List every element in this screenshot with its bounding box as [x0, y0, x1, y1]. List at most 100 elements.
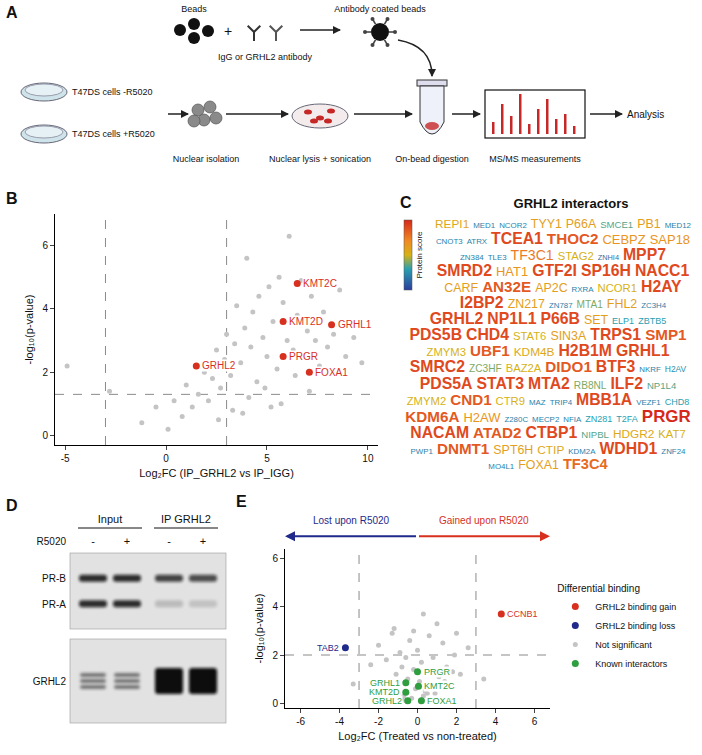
svg-text:RB8NL: RB8NL [574, 380, 607, 391]
svg-text:KDM6A: KDM6A [405, 408, 459, 425]
svg-text:0: 0 [42, 430, 48, 441]
svg-text:SP16H: SP16H [581, 262, 631, 279]
svg-text:T47DS cells -R5020: T47DS cells -R5020 [72, 87, 153, 97]
svg-text:-log₁₀(p-value): -log₁₀(p-value) [23, 294, 35, 364]
svg-text:KMT2D: KMT2D [369, 687, 400, 697]
svg-text:PB1: PB1 [637, 217, 661, 231]
svg-text:STAT3: STAT3 [476, 375, 524, 392]
svg-text:CND1: CND1 [450, 391, 492, 408]
svg-text:MTA1: MTA1 [577, 299, 604, 310]
svg-text:Log₂FC (Treated vs non-treated: Log₂FC (Treated vs non-treated) [338, 730, 497, 742]
svg-text:2: 2 [454, 716, 460, 727]
svg-text:Not significant: Not significant [595, 640, 652, 650]
svg-text:NP1L1: NP1L1 [487, 310, 536, 327]
svg-text:IP GRHL2: IP GRHL2 [161, 513, 211, 525]
svg-text:KMT2C: KMT2C [303, 278, 337, 289]
svg-text:4: 4 [493, 716, 499, 727]
svg-text:2: 2 [272, 650, 278, 661]
svg-text:CHD4: CHD4 [466, 326, 509, 343]
svg-text:DNMT1: DNMT1 [437, 440, 490, 457]
svg-text:C: C [400, 194, 412, 211]
svg-text:PDS5A: PDS5A [420, 375, 473, 392]
svg-text:ELP1: ELP1 [612, 316, 634, 326]
svg-text:FOXA1: FOXA1 [315, 367, 348, 378]
svg-text:ZMYM3: ZMYM3 [427, 346, 466, 358]
svg-text:SMRD2: SMRD2 [437, 262, 492, 279]
svg-text:H2AY: H2AY [641, 278, 682, 295]
svg-text:A: A [6, 4, 18, 21]
svg-text:T2FA: T2FA [616, 414, 638, 424]
svg-text:CARF: CARF [444, 281, 478, 295]
svg-text:T47DS cells +R5020: T47DS cells +R5020 [72, 129, 155, 139]
svg-text:Protein score: Protein score [415, 231, 424, 279]
svg-text:ZC3HF: ZC3HF [469, 363, 502, 374]
svg-text:ATAD2: ATAD2 [473, 424, 521, 441]
svg-text:NACC1: NACC1 [635, 262, 690, 279]
svg-text:NP1L4: NP1L4 [647, 380, 677, 391]
svg-text:Analysis: Analysis [627, 109, 664, 120]
svg-text:SMCE1: SMCE1 [600, 219, 633, 230]
svg-text:SMP1: SMP1 [645, 326, 687, 343]
svg-text:ZN281: ZN281 [585, 414, 612, 424]
svg-text:MECP2: MECP2 [532, 415, 559, 424]
svg-text:2: 2 [42, 367, 48, 378]
svg-text:P66B: P66B [540, 310, 579, 327]
svg-text:H2AW: H2AW [463, 410, 501, 425]
svg-text:Gained upon R5020: Gained upon R5020 [439, 515, 529, 526]
svg-text:KAT7: KAT7 [658, 428, 685, 440]
svg-text:-6: -6 [296, 716, 305, 727]
svg-text:KMT2D: KMT2D [289, 316, 323, 327]
svg-text:CCNB1: CCNB1 [507, 609, 538, 619]
svg-text:STAG2: STAG2 [558, 250, 594, 262]
svg-text:MO4L1: MO4L1 [488, 462, 514, 471]
svg-text:BTF3: BTF3 [596, 358, 636, 375]
svg-text:SET: SET [584, 313, 609, 327]
svg-text:CHD8: CHD8 [665, 397, 690, 407]
svg-text:-: - [167, 535, 171, 547]
svg-text:KDM4B: KDM4B [514, 345, 555, 359]
svg-text:TF3C1: TF3C1 [511, 247, 554, 263]
svg-text:4: 4 [42, 303, 48, 314]
svg-text:Z280C: Z280C [504, 415, 528, 424]
svg-text:KMT2C: KMT2C [424, 681, 455, 691]
svg-text:GRHL2 binding gain: GRHL2 binding gain [595, 602, 676, 612]
svg-text:On-bead digestion: On-bead digestion [395, 154, 469, 164]
svg-text:WDHD1: WDHD1 [599, 440, 657, 457]
svg-text:REPI1: REPI1 [435, 217, 469, 231]
svg-text:-log₁₀(p-value): -log₁₀(p-value) [253, 593, 265, 663]
svg-text:BAZ2A: BAZ2A [506, 362, 542, 374]
svg-text:10: 10 [362, 453, 374, 464]
svg-text:0: 0 [415, 716, 421, 727]
svg-text:-4: -4 [335, 716, 344, 727]
svg-text:ATRX: ATRX [467, 237, 488, 246]
svg-text:Differential binding: Differential binding [557, 583, 640, 594]
svg-text:6: 6 [272, 553, 278, 564]
svg-text:HAT1: HAT1 [496, 264, 528, 279]
svg-text:GRHL1: GRHL1 [370, 678, 400, 688]
svg-text:4: 4 [272, 601, 278, 612]
svg-text:ILF2: ILF2 [610, 375, 643, 392]
svg-text:NIPBL: NIPBL [581, 429, 609, 440]
svg-text:TLE3: TLE3 [488, 253, 507, 262]
svg-text:GRHL1: GRHL1 [616, 342, 670, 359]
svg-text:MAZ: MAZ [529, 398, 546, 407]
svg-text:Nuclear isolation: Nuclear isolation [173, 154, 240, 164]
svg-text:VEZF1: VEZF1 [636, 398, 661, 407]
svg-text:TRPS1: TRPS1 [590, 326, 641, 343]
svg-text:FOXA1: FOXA1 [518, 458, 559, 472]
svg-text:NACAM: NACAM [410, 424, 469, 441]
svg-text:SIN3A: SIN3A [550, 329, 587, 343]
svg-text:PR-A: PR-A [42, 599, 66, 610]
svg-text:ZNF24: ZNF24 [661, 447, 686, 456]
svg-text:PRGR: PRGR [424, 667, 451, 677]
svg-text:NKRF: NKRF [639, 365, 661, 374]
svg-text:GRHL2: GRHL2 [33, 676, 67, 687]
svg-text:GRHL2: GRHL2 [202, 360, 236, 371]
svg-text:PWP1: PWP1 [411, 447, 433, 456]
svg-text:TF3C4: TF3C4 [563, 456, 609, 472]
svg-text:-2: -2 [374, 716, 383, 727]
svg-text:+: + [124, 535, 130, 547]
svg-text:NCOR1: NCOR1 [598, 282, 637, 294]
svg-text:THOC2: THOC2 [547, 230, 599, 247]
svg-text:CTBP1: CTBP1 [526, 424, 578, 441]
